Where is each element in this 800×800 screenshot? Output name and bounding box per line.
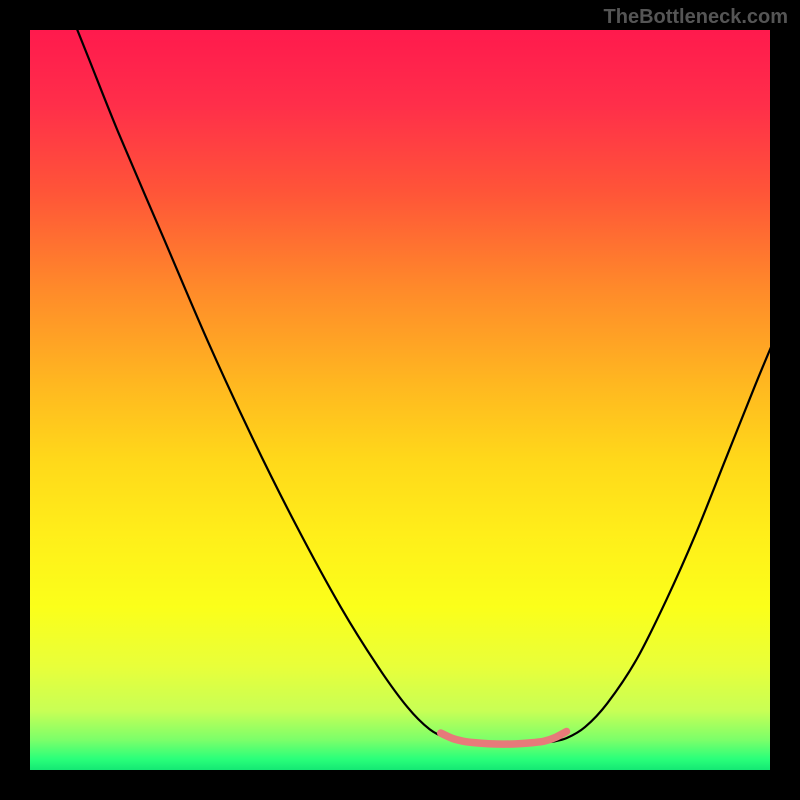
gradient-background [30,30,770,770]
chart-container: TheBottleneck.com [0,0,800,800]
plot-area [30,30,770,770]
chart-svg [30,30,770,770]
watermark-text: TheBottleneck.com [604,6,788,29]
